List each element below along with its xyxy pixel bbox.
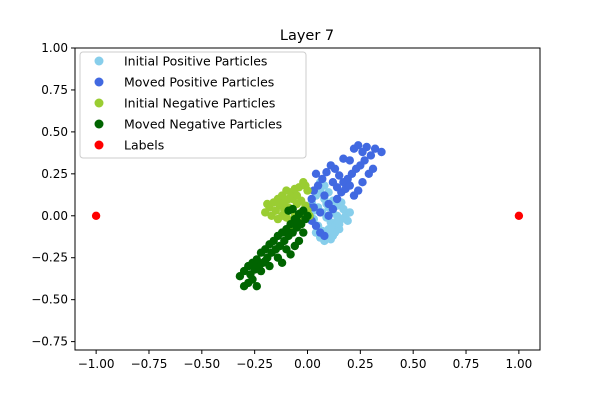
point-s3-44 <box>277 258 287 267</box>
legend-marker-3 <box>94 119 104 129</box>
legend-marker-2 <box>94 98 104 108</box>
point-s3-36 <box>286 250 295 259</box>
y-tick-label-4: 0.25 <box>41 167 68 181</box>
point-s1-3 <box>362 142 371 152</box>
point-s2-35 <box>263 199 272 209</box>
point-s1-24 <box>311 221 321 230</box>
point-s1-13 <box>335 171 344 180</box>
x-tick-label-6: 0.50 <box>400 357 427 371</box>
point-s3-34 <box>244 261 253 271</box>
x-tick-label-2: −0.50 <box>183 357 220 371</box>
point-s1-41 <box>320 191 329 200</box>
legend-label-2: Initial Negative Particles <box>124 96 275 111</box>
point-s1-39 <box>339 154 348 163</box>
point-s1-20 <box>307 194 316 204</box>
point-s0-38 <box>343 216 352 225</box>
point-s1-4 <box>366 151 376 160</box>
y-tick-label-7: 1.00 <box>41 41 68 55</box>
point-s1-19 <box>309 186 318 195</box>
x-axis: −1.00 −0.75 −0.50 −0.25 0.00 0.25 0.50 0.75 1.00 <box>78 350 532 371</box>
point-s1-27 <box>324 211 333 220</box>
point-s2-10 <box>303 186 312 195</box>
legend-marker-1 <box>94 77 104 87</box>
point-s1-26 <box>320 231 329 241</box>
point-s3-31 <box>256 248 266 257</box>
point-s3-42 <box>256 266 266 276</box>
x-tick-label-4: 0.00 <box>294 357 321 371</box>
points-layer <box>91 141 524 291</box>
point-s1-43 <box>316 208 325 217</box>
x-tick-label-7: 0.75 <box>453 357 480 371</box>
point-s0-9 <box>345 208 354 217</box>
point-s3-3 <box>252 282 261 291</box>
legend-marker-4 <box>94 140 104 150</box>
point-s1-34 <box>354 186 363 195</box>
y-tick-label-3: 0.00 <box>41 209 68 223</box>
x-tick-label-3: −0.25 <box>236 357 273 371</box>
point-s1-35 <box>358 178 367 187</box>
point-s1-1 <box>354 141 363 150</box>
legend-label-4: Labels <box>124 138 164 153</box>
legend-label-1: Moved Positive Particles <box>124 75 274 90</box>
point-s3-39 <box>299 228 308 237</box>
point-s1-5 <box>370 144 380 153</box>
y-tick-label-0: −0.75 <box>31 335 68 349</box>
point-s3-45 <box>292 216 302 225</box>
point-s1-12 <box>339 178 348 187</box>
point-s2-29 <box>273 214 283 224</box>
x-tick-label-0: −1.00 <box>78 357 115 371</box>
y-tick-label-1: −0.50 <box>31 293 68 307</box>
point-s2-11 <box>261 208 270 217</box>
point-s1-37 <box>368 164 378 173</box>
point-s1-32 <box>345 181 354 190</box>
x-tick-label-8: 1.00 <box>506 357 533 371</box>
point-s1-15 <box>326 161 335 170</box>
chart-title: Layer 7 <box>280 28 334 44</box>
point-s1-42 <box>324 199 333 209</box>
point-s4-0 <box>91 211 101 220</box>
point-s3-41 <box>261 256 270 266</box>
legend-label-0: Initial Positive Particles <box>124 54 267 69</box>
point-s1-47 <box>332 183 342 192</box>
point-s1-38 <box>345 156 354 165</box>
point-s1-40 <box>311 169 321 178</box>
point-s1-6 <box>377 147 386 157</box>
y-tick-label-2: −0.25 <box>31 251 68 265</box>
x-tick-label-1: −0.75 <box>131 357 168 371</box>
y-axis: −0.75 −0.50 −0.25 0.00 0.25 0.50 0.75 1.00 <box>31 41 75 349</box>
point-s1-29 <box>332 194 342 204</box>
series-3 <box>235 204 312 291</box>
legend-marker-0 <box>94 56 104 66</box>
point-s0-23 <box>339 204 348 214</box>
series-1 <box>303 141 386 241</box>
point-s0-36 <box>328 231 338 241</box>
point-s3-47 <box>284 206 293 215</box>
x-tick-label-5: 0.25 <box>347 357 374 371</box>
y-tick-label-6: 0.75 <box>41 83 68 97</box>
point-s3-38 <box>294 236 304 246</box>
point-s0-25 <box>320 181 329 190</box>
point-s4-1 <box>514 211 524 220</box>
point-s1-44 <box>309 203 318 212</box>
series-4 <box>91 211 524 220</box>
legend: Initial Positive Particles Moved Positive… <box>79 51 307 159</box>
point-s0-37 <box>332 216 342 225</box>
y-tick-label-5: 0.50 <box>41 125 68 139</box>
point-s0-35 <box>324 225 333 234</box>
point-s1-17 <box>318 174 327 184</box>
point-s1-16 <box>322 168 331 177</box>
legend-label-3: Moved Negative Particles <box>124 117 282 132</box>
legend-box <box>79 51 307 159</box>
